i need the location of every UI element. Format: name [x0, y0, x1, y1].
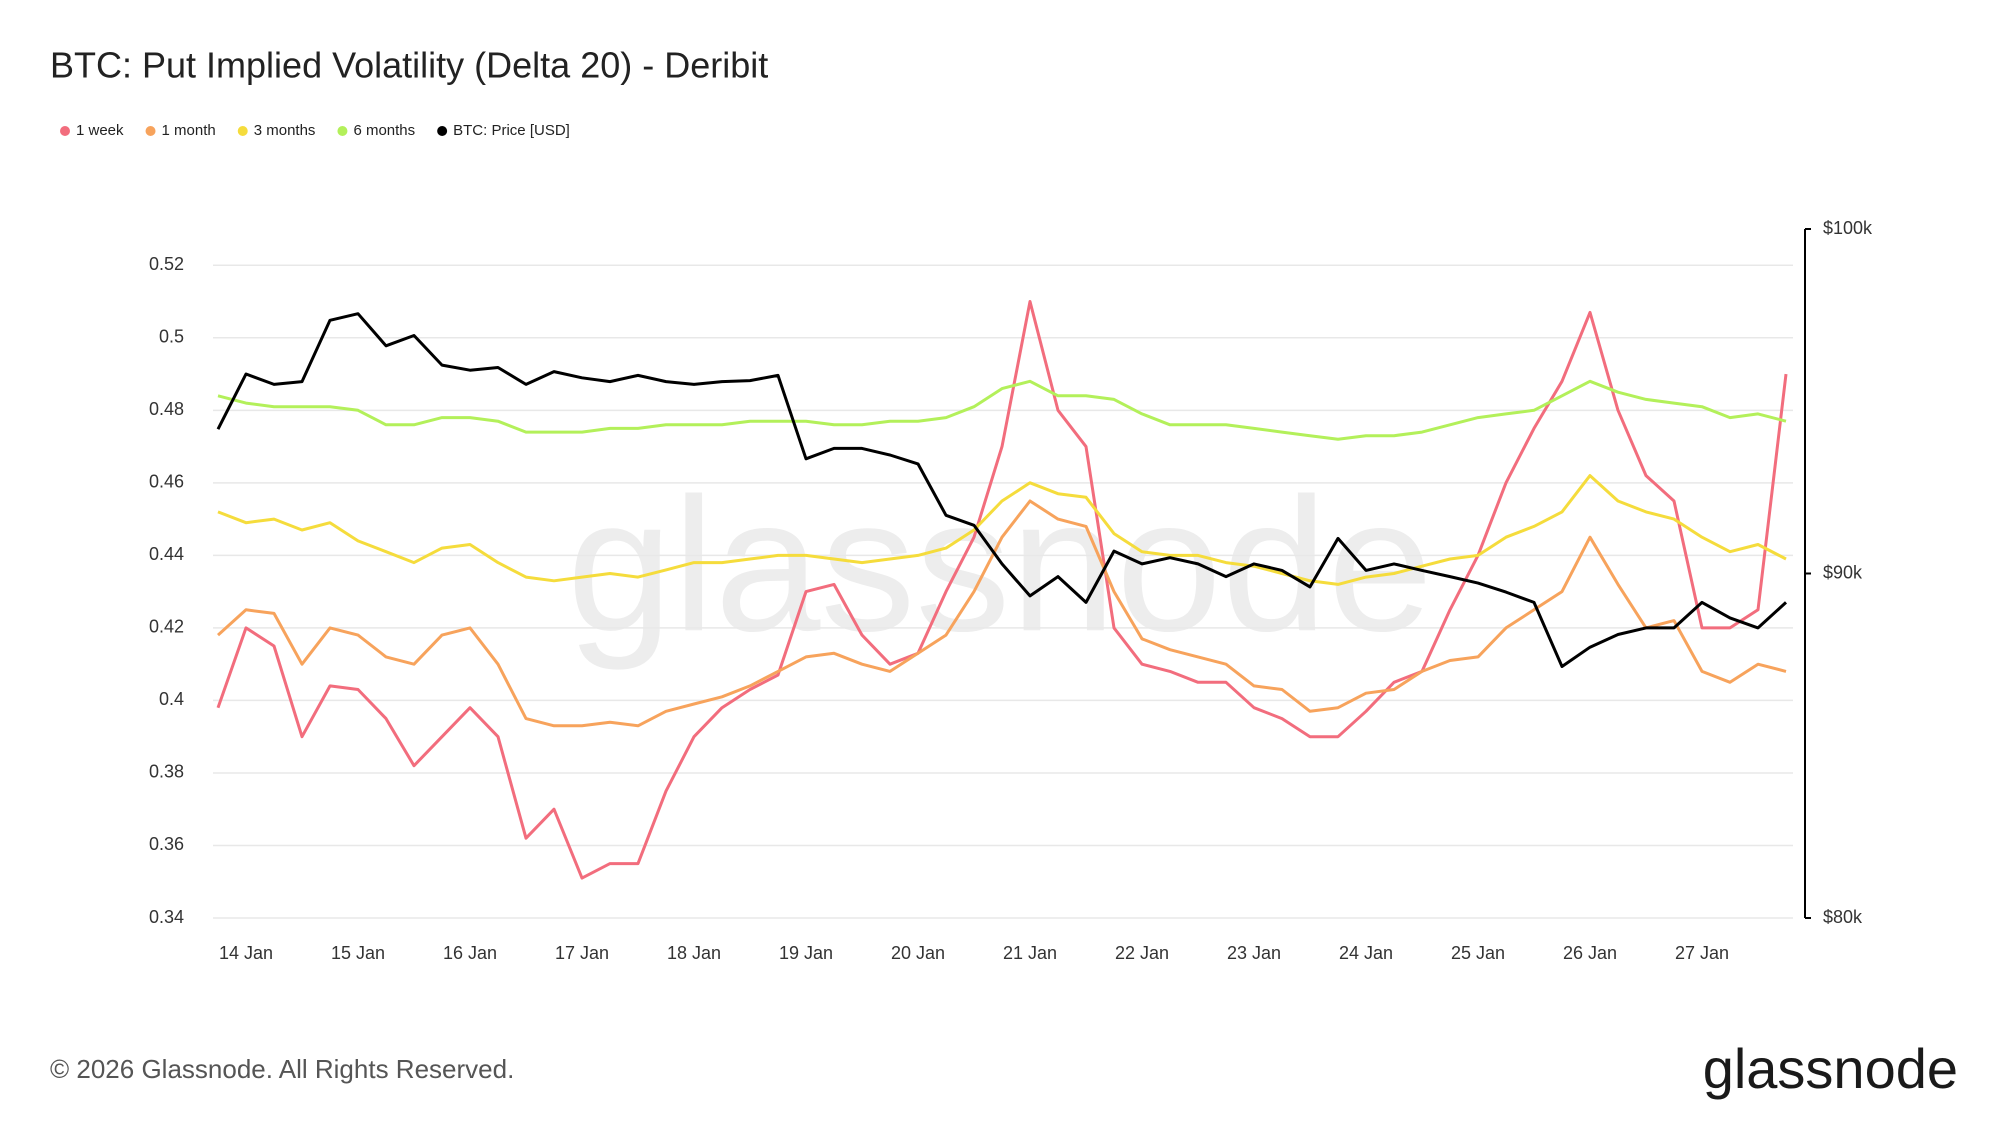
x-tick-label: 25 Jan [1451, 943, 1505, 963]
watermark: glassnode [567, 459, 1433, 671]
legend-label: 1 week [76, 122, 124, 139]
y-tick-label: 0.44 [149, 544, 184, 564]
legend-dot [60, 126, 70, 136]
x-tick-label: 20 Jan [891, 943, 945, 963]
copyright: © 2026 Glassnode. All Rights Reserved. [50, 1054, 514, 1084]
series-line [216, 499, 1787, 728]
y-tick-label: 0.36 [149, 834, 184, 854]
y-tick-label: 0.52 [149, 254, 184, 274]
x-tick-label: 14 Jan [219, 943, 273, 963]
x-tick-label: 17 Jan [555, 943, 609, 963]
y-tick-label: 0.48 [149, 399, 184, 419]
x-tick-label: 15 Jan [331, 943, 385, 963]
x-tick-label: 27 Jan [1675, 943, 1729, 963]
x-tick-label: 24 Jan [1339, 943, 1393, 963]
legend-dot [237, 126, 248, 136]
x-tick-label: 16 Jan [443, 943, 497, 963]
x-tick-label: 18 Jan [667, 943, 721, 963]
legend-label: 6 months [353, 122, 415, 139]
y-tick-label: 0.38 [149, 762, 184, 782]
legend-label: 1 month [162, 122, 216, 139]
y2-tick-label: $80k [1823, 907, 1863, 927]
x-tick-label: 21 Jan [1003, 943, 1057, 963]
series-line [216, 312, 1788, 668]
legend-dot [145, 126, 156, 136]
brand-logo: glassnode [1703, 1037, 1958, 1100]
y-tick-label: 0.34 [149, 907, 184, 927]
series-line [216, 300, 1788, 880]
x-tick-label: 26 Jan [1563, 943, 1617, 963]
y2-tick-label: $100k [1823, 218, 1873, 238]
y2-tick-label: $90k [1823, 562, 1863, 582]
series-line [217, 474, 1787, 586]
legend-dot [337, 126, 348, 136]
y-tick-label: 0.46 [149, 472, 184, 492]
y-tick-label: 0.4 [159, 689, 184, 709]
legend-label: BTC: Price [USD] [453, 122, 570, 139]
legend-label: 3 months [254, 122, 316, 139]
y-tick-label: 0.42 [149, 617, 184, 637]
x-tick-label: 23 Jan [1227, 943, 1281, 963]
legend-dot [437, 126, 448, 136]
y-tick-label: 0.5 [159, 327, 184, 347]
chart-title: BTC: Put Implied Volatility (Delta 20) -… [50, 45, 768, 86]
series-line [217, 379, 1787, 441]
x-tick-label: 22 Jan [1115, 943, 1169, 963]
x-tick-label: 19 Jan [779, 943, 833, 963]
